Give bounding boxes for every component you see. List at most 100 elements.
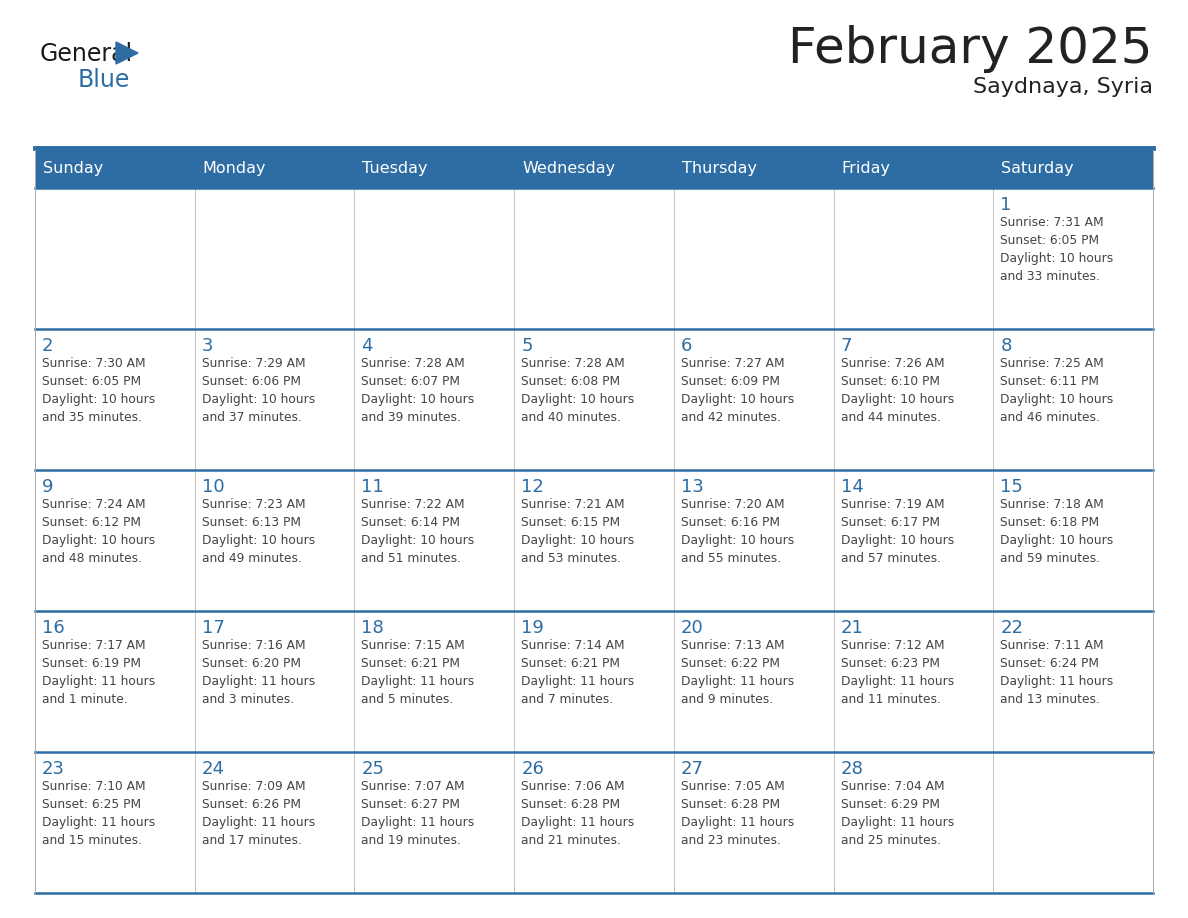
- Bar: [834, 188, 993, 329]
- Text: Thursday: Thursday: [682, 162, 757, 176]
- Text: Sunrise: 7:28 AM
Sunset: 6:07 PM
Daylight: 10 hours
and 39 minutes.: Sunrise: 7:28 AM Sunset: 6:07 PM Dayligh…: [361, 357, 475, 424]
- Text: 6: 6: [681, 337, 693, 355]
- Text: Sunrise: 7:29 AM
Sunset: 6:06 PM
Daylight: 10 hours
and 37 minutes.: Sunrise: 7:29 AM Sunset: 6:06 PM Dayligh…: [202, 357, 315, 424]
- Bar: [993, 611, 1154, 752]
- Bar: [674, 188, 834, 329]
- Bar: [834, 470, 993, 611]
- Text: Sunrise: 7:23 AM
Sunset: 6:13 PM
Daylight: 10 hours
and 49 minutes.: Sunrise: 7:23 AM Sunset: 6:13 PM Dayligh…: [202, 498, 315, 565]
- Text: Sunrise: 7:26 AM
Sunset: 6:10 PM
Daylight: 10 hours
and 44 minutes.: Sunrise: 7:26 AM Sunset: 6:10 PM Dayligh…: [841, 357, 954, 424]
- Text: 28: 28: [841, 760, 864, 778]
- Text: 14: 14: [841, 478, 864, 496]
- Text: Sunday: Sunday: [43, 162, 103, 176]
- Polygon shape: [116, 42, 138, 64]
- Text: Sunrise: 7:20 AM
Sunset: 6:16 PM
Daylight: 10 hours
and 55 minutes.: Sunrise: 7:20 AM Sunset: 6:16 PM Dayligh…: [681, 498, 794, 565]
- Bar: [514, 470, 674, 611]
- Text: 23: 23: [42, 760, 65, 778]
- Text: 27: 27: [681, 760, 703, 778]
- Text: 3: 3: [202, 337, 213, 355]
- Text: Sunrise: 7:14 AM
Sunset: 6:21 PM
Daylight: 11 hours
and 7 minutes.: Sunrise: 7:14 AM Sunset: 6:21 PM Dayligh…: [522, 639, 634, 706]
- Bar: [195, 611, 354, 752]
- Text: Sunrise: 7:22 AM
Sunset: 6:14 PM
Daylight: 10 hours
and 51 minutes.: Sunrise: 7:22 AM Sunset: 6:14 PM Dayligh…: [361, 498, 475, 565]
- Bar: [674, 329, 834, 470]
- Bar: [514, 150, 674, 188]
- Text: 11: 11: [361, 478, 384, 496]
- Text: 8: 8: [1000, 337, 1012, 355]
- Bar: [354, 611, 514, 752]
- Text: 16: 16: [42, 619, 65, 637]
- Text: Sunrise: 7:24 AM
Sunset: 6:12 PM
Daylight: 10 hours
and 48 minutes.: Sunrise: 7:24 AM Sunset: 6:12 PM Dayligh…: [42, 498, 156, 565]
- Bar: [195, 150, 354, 188]
- Bar: [834, 150, 993, 188]
- Text: Sunrise: 7:19 AM
Sunset: 6:17 PM
Daylight: 10 hours
and 57 minutes.: Sunrise: 7:19 AM Sunset: 6:17 PM Dayligh…: [841, 498, 954, 565]
- Bar: [34, 188, 195, 329]
- Text: Sunrise: 7:15 AM
Sunset: 6:21 PM
Daylight: 11 hours
and 5 minutes.: Sunrise: 7:15 AM Sunset: 6:21 PM Dayligh…: [361, 639, 475, 706]
- Text: 1: 1: [1000, 196, 1012, 214]
- Text: 19: 19: [522, 619, 544, 637]
- Bar: [34, 752, 195, 893]
- Text: 24: 24: [202, 760, 225, 778]
- Text: Sunrise: 7:30 AM
Sunset: 6:05 PM
Daylight: 10 hours
and 35 minutes.: Sunrise: 7:30 AM Sunset: 6:05 PM Dayligh…: [42, 357, 156, 424]
- Text: 21: 21: [841, 619, 864, 637]
- Text: 25: 25: [361, 760, 385, 778]
- Bar: [674, 611, 834, 752]
- Text: 17: 17: [202, 619, 225, 637]
- Text: 5: 5: [522, 337, 532, 355]
- Bar: [674, 752, 834, 893]
- Text: Monday: Monday: [203, 162, 266, 176]
- Text: Sunrise: 7:31 AM
Sunset: 6:05 PM
Daylight: 10 hours
and 33 minutes.: Sunrise: 7:31 AM Sunset: 6:05 PM Dayligh…: [1000, 216, 1113, 283]
- Text: February 2025: February 2025: [789, 25, 1154, 73]
- Text: Friday: Friday: [841, 162, 891, 176]
- Text: Sunrise: 7:09 AM
Sunset: 6:26 PM
Daylight: 11 hours
and 17 minutes.: Sunrise: 7:09 AM Sunset: 6:26 PM Dayligh…: [202, 780, 315, 847]
- Text: Blue: Blue: [78, 68, 131, 92]
- Bar: [354, 470, 514, 611]
- Bar: [354, 329, 514, 470]
- Text: 15: 15: [1000, 478, 1023, 496]
- Text: 26: 26: [522, 760, 544, 778]
- Bar: [34, 611, 195, 752]
- Text: Sunrise: 7:16 AM
Sunset: 6:20 PM
Daylight: 11 hours
and 3 minutes.: Sunrise: 7:16 AM Sunset: 6:20 PM Dayligh…: [202, 639, 315, 706]
- Bar: [834, 611, 993, 752]
- Text: 4: 4: [361, 337, 373, 355]
- Bar: [354, 752, 514, 893]
- Bar: [993, 188, 1154, 329]
- Text: 10: 10: [202, 478, 225, 496]
- Text: Sunrise: 7:27 AM
Sunset: 6:09 PM
Daylight: 10 hours
and 42 minutes.: Sunrise: 7:27 AM Sunset: 6:09 PM Dayligh…: [681, 357, 794, 424]
- Text: Wednesday: Wednesday: [523, 162, 615, 176]
- Bar: [514, 752, 674, 893]
- Text: Sunrise: 7:12 AM
Sunset: 6:23 PM
Daylight: 11 hours
and 11 minutes.: Sunrise: 7:12 AM Sunset: 6:23 PM Dayligh…: [841, 639, 954, 706]
- Bar: [993, 150, 1154, 188]
- Text: Sunrise: 7:07 AM
Sunset: 6:27 PM
Daylight: 11 hours
and 19 minutes.: Sunrise: 7:07 AM Sunset: 6:27 PM Dayligh…: [361, 780, 475, 847]
- Text: Sunrise: 7:06 AM
Sunset: 6:28 PM
Daylight: 11 hours
and 21 minutes.: Sunrise: 7:06 AM Sunset: 6:28 PM Dayligh…: [522, 780, 634, 847]
- Bar: [195, 752, 354, 893]
- Bar: [34, 470, 195, 611]
- Text: Saydnaya, Syria: Saydnaya, Syria: [973, 77, 1154, 97]
- Text: Saturday: Saturday: [1001, 162, 1074, 176]
- Text: 9: 9: [42, 478, 53, 496]
- Text: Sunrise: 7:10 AM
Sunset: 6:25 PM
Daylight: 11 hours
and 15 minutes.: Sunrise: 7:10 AM Sunset: 6:25 PM Dayligh…: [42, 780, 156, 847]
- Text: Sunrise: 7:11 AM
Sunset: 6:24 PM
Daylight: 11 hours
and 13 minutes.: Sunrise: 7:11 AM Sunset: 6:24 PM Dayligh…: [1000, 639, 1113, 706]
- Bar: [514, 329, 674, 470]
- Text: 13: 13: [681, 478, 703, 496]
- Bar: [34, 329, 195, 470]
- Bar: [993, 470, 1154, 611]
- Text: Tuesday: Tuesday: [362, 162, 428, 176]
- Bar: [514, 188, 674, 329]
- Bar: [674, 150, 834, 188]
- Text: 22: 22: [1000, 619, 1023, 637]
- Text: 20: 20: [681, 619, 703, 637]
- Bar: [834, 752, 993, 893]
- Text: 12: 12: [522, 478, 544, 496]
- Text: 2: 2: [42, 337, 53, 355]
- Text: Sunrise: 7:25 AM
Sunset: 6:11 PM
Daylight: 10 hours
and 46 minutes.: Sunrise: 7:25 AM Sunset: 6:11 PM Dayligh…: [1000, 357, 1113, 424]
- Text: Sunrise: 7:18 AM
Sunset: 6:18 PM
Daylight: 10 hours
and 59 minutes.: Sunrise: 7:18 AM Sunset: 6:18 PM Dayligh…: [1000, 498, 1113, 565]
- Bar: [195, 188, 354, 329]
- Bar: [834, 329, 993, 470]
- Text: Sunrise: 7:28 AM
Sunset: 6:08 PM
Daylight: 10 hours
and 40 minutes.: Sunrise: 7:28 AM Sunset: 6:08 PM Dayligh…: [522, 357, 634, 424]
- Bar: [354, 150, 514, 188]
- Text: 7: 7: [841, 337, 852, 355]
- Text: Sunrise: 7:05 AM
Sunset: 6:28 PM
Daylight: 11 hours
and 23 minutes.: Sunrise: 7:05 AM Sunset: 6:28 PM Dayligh…: [681, 780, 794, 847]
- Text: Sunrise: 7:17 AM
Sunset: 6:19 PM
Daylight: 11 hours
and 1 minute.: Sunrise: 7:17 AM Sunset: 6:19 PM Dayligh…: [42, 639, 156, 706]
- Text: Sunrise: 7:04 AM
Sunset: 6:29 PM
Daylight: 11 hours
and 25 minutes.: Sunrise: 7:04 AM Sunset: 6:29 PM Dayligh…: [841, 780, 954, 847]
- Bar: [34, 150, 195, 188]
- Bar: [195, 329, 354, 470]
